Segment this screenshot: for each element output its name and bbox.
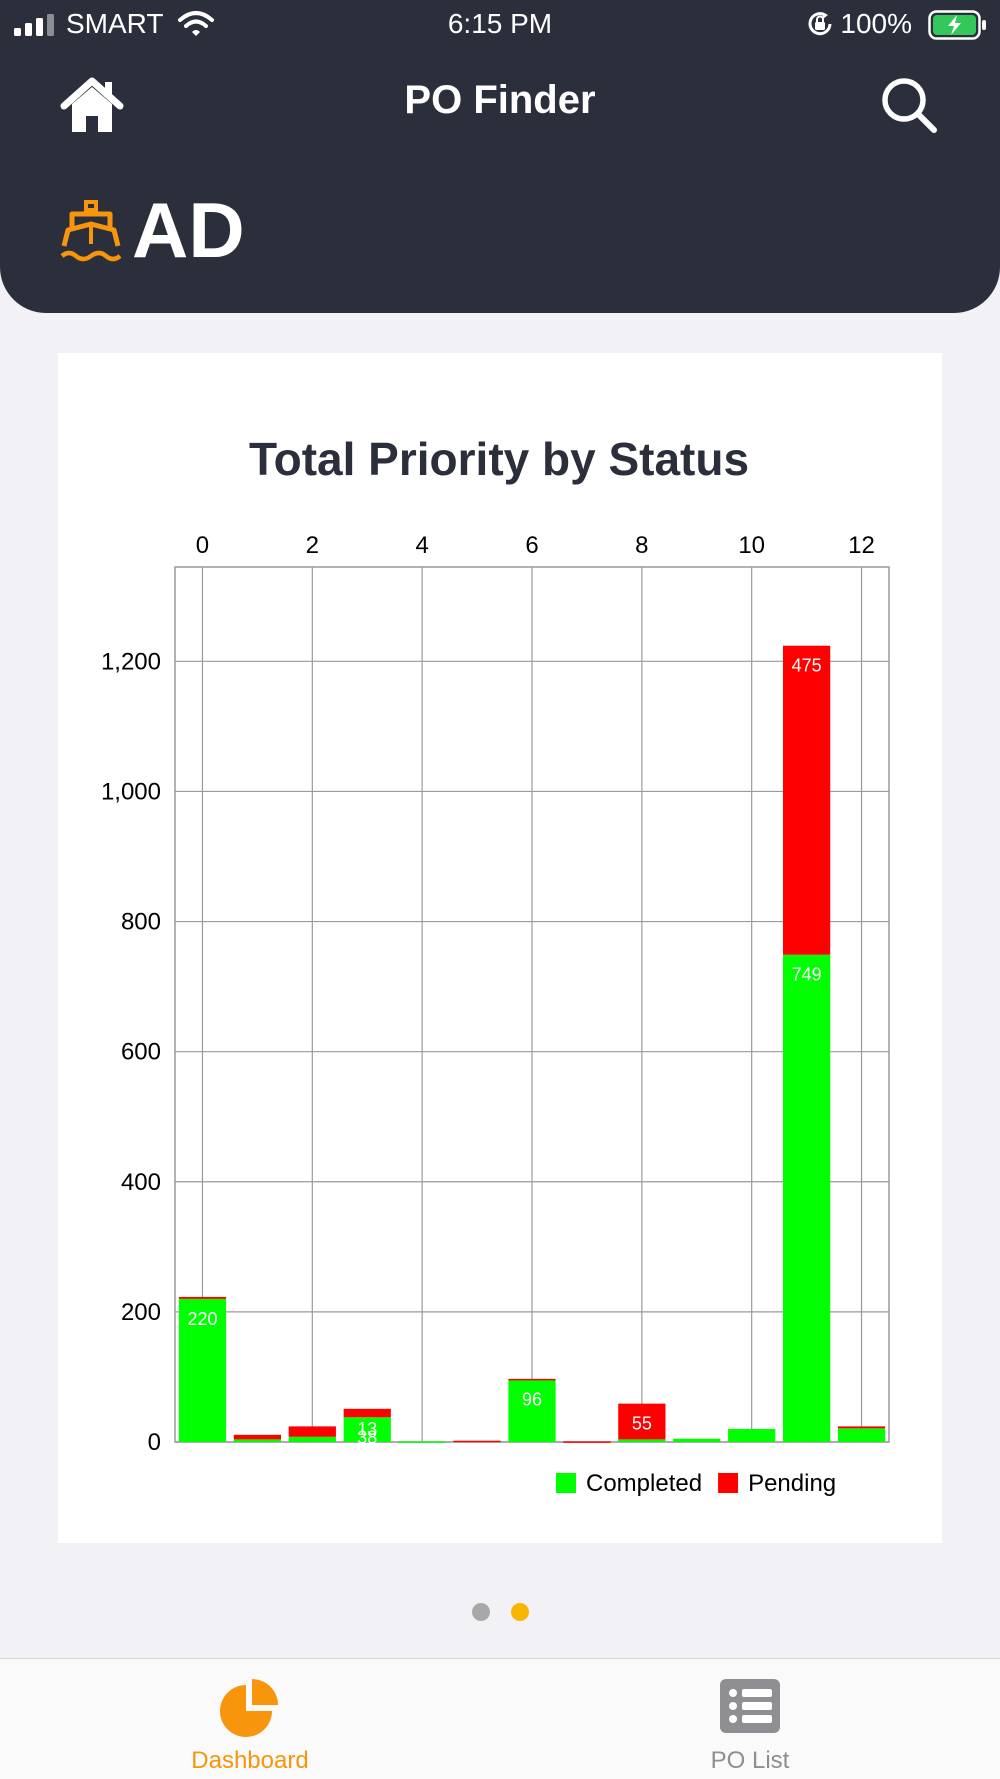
signal-icon <box>14 14 54 36</box>
data-label-completed-0: 220 <box>187 1309 217 1329</box>
search-button[interactable] <box>878 74 940 136</box>
y-tick-label: 800 <box>121 909 161 936</box>
carrier-name: SMART <box>66 8 164 39</box>
legend-label-completed: Completed <box>586 1470 702 1497</box>
y-tick-label: 400 <box>121 1169 161 1196</box>
legend-label-pending: Pending <box>748 1470 836 1497</box>
x-tick-label: 12 <box>848 532 875 559</box>
x-tick-label: 8 <box>635 532 648 559</box>
bar-completed-0 <box>178 1298 227 1442</box>
app-title: PO Finder <box>404 78 596 122</box>
battery-charging-icon <box>928 10 986 40</box>
x-tick-label: 0 <box>196 532 209 559</box>
x-tick-label: 2 <box>306 532 319 559</box>
x-tick-label: 10 <box>738 532 765 559</box>
bar-pending-3 <box>343 1408 391 1418</box>
bar-pending-5 <box>453 1440 501 1443</box>
bar-completed-1 <box>233 1439 282 1442</box>
home-icon <box>60 77 124 132</box>
bar-completed-4 <box>398 1441 446 1443</box>
home-button[interactable] <box>60 76 124 136</box>
chart-grid <box>174 566 890 1443</box>
chart-bars <box>178 645 886 1443</box>
data-label-completed-3: 38 <box>357 1427 377 1447</box>
bar-completed-6 <box>508 1379 556 1442</box>
bar-pending-12 <box>837 1426 886 1429</box>
ship-icon <box>60 200 122 262</box>
data-label-completed-11: 749 <box>792 965 822 985</box>
status-time: 6:15 PM <box>447 8 553 39</box>
bar-pending-11 <box>782 645 831 955</box>
tab-po-list-label: PO List <box>710 1747 790 1774</box>
bar-pending-1 <box>233 1434 282 1440</box>
status-bar: SMART 6:15 PM 100% <box>0 0 1000 50</box>
bar-pending-8 <box>618 1403 666 1440</box>
bar-completed-10 <box>728 1428 776 1442</box>
list-icon <box>720 1679 780 1733</box>
bar-completed-8 <box>618 1439 666 1442</box>
priority-status-chart: 220 38 96 749 13 55 475 0 2 4 6 8 10 12 0 200 400 600 800… <box>101 433 890 1497</box>
bar-pending-0 <box>178 1296 227 1299</box>
data-label-pending-11: 475 <box>792 656 822 676</box>
legend-swatch-pending <box>718 1473 739 1493</box>
chart-card: 220 38 96 749 13 55 475 0 2 4 6 8 10 12 0 200 400 600 800… <box>58 353 942 1543</box>
x-tick-label: 4 <box>415 532 428 559</box>
tab-dashboard-label: Dashboard <box>191 1747 309 1774</box>
bar-pending-2 <box>288 1426 336 1437</box>
app-header: PO Finder AD <box>0 0 1000 313</box>
battery-percentage: 100% <box>840 8 912 39</box>
bar-pending-7 <box>563 1441 611 1443</box>
y-tick-label: 1,200 <box>101 648 161 675</box>
legend-swatch-completed <box>556 1473 576 1493</box>
data-label-pending-8: 55 <box>632 1414 652 1434</box>
chart-tick-labels: 0 2 4 6 8 10 12 0 200 400 600 800 1,000 1,200 <box>101 532 875 1456</box>
bar-pending-6 <box>508 1378 556 1381</box>
wifi-icon <box>178 11 214 36</box>
chart-legend: Completed Pending <box>556 1470 836 1497</box>
data-label-pending-3: 13 <box>357 1419 377 1439</box>
tab-dashboard[interactable]: Dashboard <box>130 1659 370 1779</box>
pie-chart-icon <box>220 1679 278 1737</box>
chart-title: Total Priority by Status <box>249 433 749 485</box>
bar-completed-9 <box>673 1438 721 1442</box>
chart-data-labels: 220 38 96 749 13 55 475 <box>187 656 821 1448</box>
tab-bar: Dashboard PO List <box>0 1658 1000 1779</box>
data-label-completed-6: 96 <box>522 1390 542 1410</box>
bar-completed-11 <box>782 954 831 1442</box>
bar-completed-12 <box>837 1428 886 1442</box>
bar-completed-3 <box>343 1417 391 1442</box>
y-tick-label: 0 <box>148 1429 161 1456</box>
section-code: AD <box>132 186 245 274</box>
page-dot-1[interactable] <box>472 1603 490 1621</box>
bar-completed-2 <box>288 1436 336 1442</box>
search-icon <box>882 78 937 133</box>
y-tick-label: 200 <box>121 1299 161 1326</box>
orientation-lock-icon <box>808 12 832 36</box>
y-tick-label: 600 <box>121 1039 161 1066</box>
page-dot-2-active[interactable] <box>511 1603 529 1621</box>
tab-po-list[interactable]: PO List <box>630 1659 870 1779</box>
x-tick-label: 6 <box>525 532 538 559</box>
y-tick-label: 1,000 <box>101 778 161 805</box>
